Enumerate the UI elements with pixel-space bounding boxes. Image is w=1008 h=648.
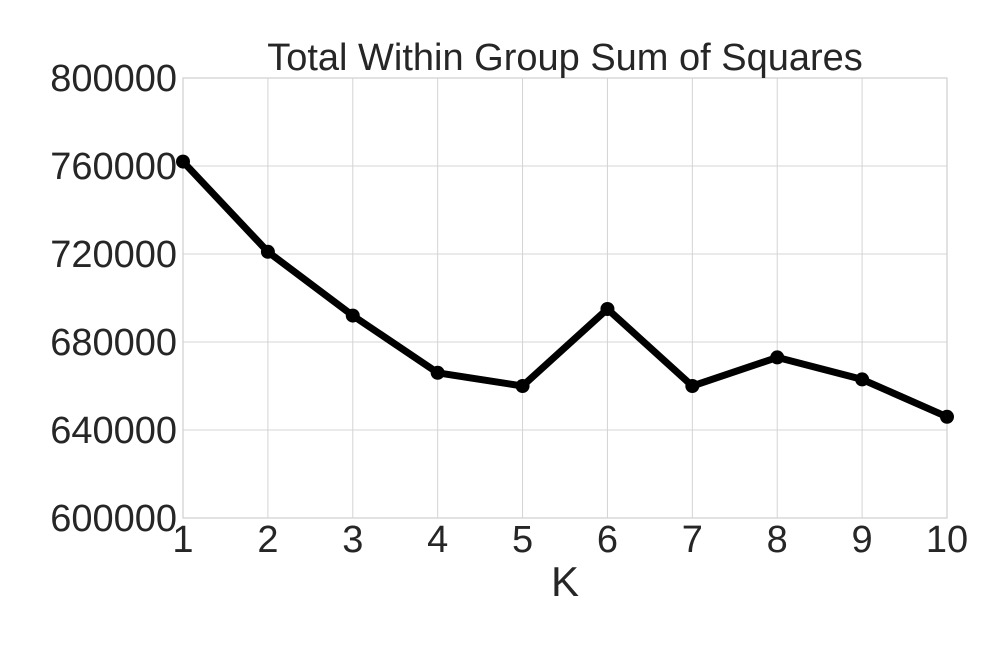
series-line	[179, 158, 951, 421]
data-point	[600, 302, 615, 316]
y-tick-labels: 600000 640000 680000 720000 760000 800000	[50, 58, 177, 540]
plot-frame	[182, 77, 948, 519]
y-tick-label: 640000	[50, 410, 177, 452]
chart-title: Total Within Group Sum of Squares	[267, 37, 863, 79]
data-point	[515, 379, 530, 393]
x-tick-label: 7	[682, 519, 703, 561]
x-tick-label: 8	[767, 519, 788, 561]
data-point	[770, 350, 785, 365]
x-tick-label: 6	[597, 519, 618, 561]
data-point	[855, 372, 870, 387]
x-tick-label: 10	[926, 519, 968, 561]
y-tick-label: 600000	[50, 498, 177, 540]
y-tick-label: 680000	[50, 322, 177, 364]
data-point	[176, 154, 190, 169]
y-tick-label: 760000	[50, 146, 177, 188]
grid-lines	[182, 77, 948, 519]
data-point	[345, 308, 360, 323]
x-tick-label: 9	[852, 519, 873, 561]
data-point	[685, 379, 700, 393]
x-tick-label: 2	[257, 519, 278, 561]
y-tick-label: 800000	[50, 58, 177, 100]
series-layer	[176, 154, 954, 424]
x-tick-label: 4	[427, 519, 448, 561]
data-point	[940, 409, 954, 424]
data-point	[430, 365, 445, 380]
x-tick-label: 3	[342, 519, 363, 561]
x-tick-label: 1	[172, 519, 193, 561]
y-tick-label: 720000	[50, 234, 177, 276]
data-point	[260, 244, 275, 259]
x-axis-label: K	[551, 558, 579, 605]
x-tick-label: 5	[512, 519, 533, 561]
x-tick-labels: 1 2 3 4 5 6 7 8 9 10	[172, 519, 968, 561]
